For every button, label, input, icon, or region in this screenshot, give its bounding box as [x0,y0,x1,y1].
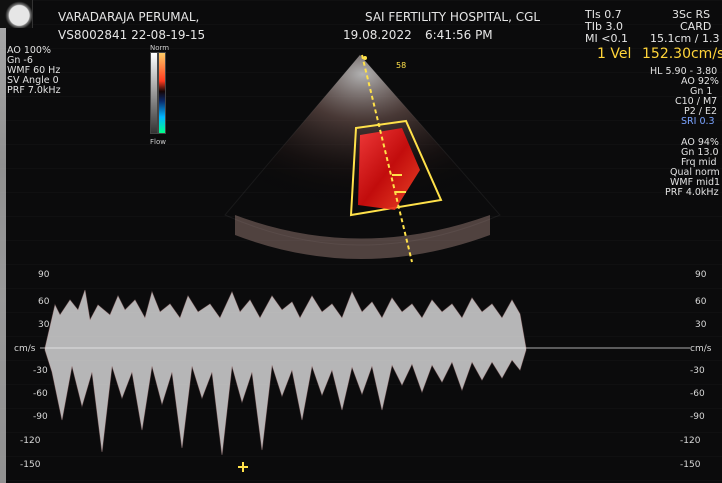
spectral-envelope [44,289,527,456]
axis-right-neg90: -90 [690,412,705,422]
left-setting-1: Gn -6 [7,55,33,66]
mi-value: MI <0.1 [585,32,628,45]
probe-icon [0,0,33,28]
grayscale-bar [150,52,158,134]
right-setting-top-4: P2 / E2 [684,106,718,117]
colorbar-top-label: Norm [150,44,170,52]
color-box [349,119,443,217]
axis-right-neg30: -30 [690,366,705,376]
axis-right-unit: cm/s [690,344,712,354]
axis-left-neg120: -120 [20,436,41,446]
axis-right-60: 60 [695,297,707,307]
right-setting-top-0: HL 5.90 - 3.80 [650,66,718,77]
right-setting-bottom-4: WMF mid1 [670,177,721,188]
color-flow [358,128,420,210]
axis-right-neg60: -60 [690,389,705,399]
tib-value: TIb 3.0 [585,20,623,33]
probe-type: 3Sc RS [672,8,711,21]
patient-id: VS8002841 22-08-19-15 [58,28,206,42]
left-setting-3: SV Angle 0 [7,75,59,86]
axis-right-30: 30 [695,320,707,330]
color-doppler-bar [158,52,166,134]
right-setting-bottom-1: Gn 13.0 [681,147,719,158]
doppler-cursor-line [361,54,413,263]
right-setting-bottom-3: Qual norm [670,167,720,178]
axis-right-neg120: -120 [680,436,701,446]
axis-left-90: 90 [38,270,50,280]
axis-left-neg90: -90 [33,412,48,422]
tis-value: TIs 0.7 [585,8,622,21]
left-border-strip [0,28,6,483]
measurement-value: 152.30cm/s [642,46,722,62]
right-setting-top-5: SRI 0.3 [681,116,715,127]
colorbar-bottom-label: Flow [150,138,166,146]
left-setting-4: PRF 7.0kHz [7,85,61,96]
gate-label: 58 [396,61,407,70]
left-setting-0: AO 100% [7,45,51,56]
patient-name: VARADARAJA PERUMAL, [58,10,200,24]
axis-left-neg30: -30 [33,366,48,376]
axis-right-90: 90 [695,270,707,280]
axis-right-neg150: -150 [680,460,701,470]
axis-left-neg150: -150 [20,460,41,470]
left-setting-2: WMF 60 Hz [7,65,61,76]
preset-name: CARD [680,20,712,33]
exam-date: 19.08.2022 [343,28,412,42]
axis-left-unit: cm/s [14,344,36,354]
right-setting-bottom-0: AO 94% [681,137,719,148]
right-setting-top-3: C10 / M7 [675,96,718,107]
axis-left-60: 60 [38,297,50,307]
axis-left-30: 30 [38,320,50,330]
axis-left-neg60: -60 [33,389,48,399]
echo-band [235,215,490,259]
caliper-marker [238,462,248,472]
apex-marker [363,56,367,60]
measurement-label: 1 Vel [597,46,632,62]
exam-time: 6:41:56 PM [425,28,493,42]
right-setting-top-2: Gn 1 [690,86,713,97]
right-setting-bottom-5: PRF 4.0kHz [665,187,719,198]
right-setting-bottom-2: Frq mid [681,157,717,168]
hospital-name: SAI FERTILITY HOSPITAL, CGL [365,10,541,24]
right-setting-top-1: AO 92% [681,76,719,87]
depth-value: 15.1cm / 1.3 [650,32,720,45]
